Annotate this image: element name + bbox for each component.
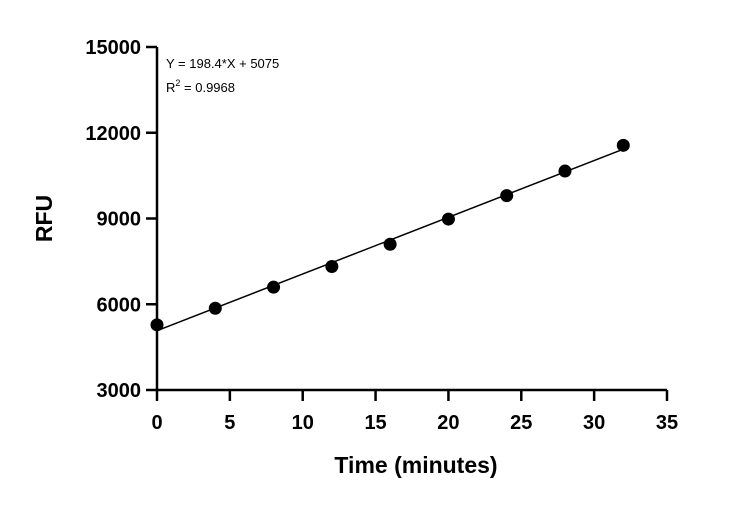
x-tick-label: 10: [292, 412, 314, 434]
y-tick-label: 15000: [85, 37, 141, 59]
y-axis-title: RFU: [31, 195, 57, 242]
x-tick-label: 0: [151, 412, 162, 434]
r-squared-prefix: R: [166, 80, 175, 95]
data-point: [383, 237, 397, 251]
data-point: [325, 260, 339, 274]
r-squared-annotation: R2 = 0.9968: [166, 78, 235, 95]
x-tick-label: 25: [510, 412, 532, 434]
x-axis-title: Time (minutes): [334, 452, 497, 478]
data-points: [150, 138, 630, 332]
data-point: [616, 138, 630, 152]
data-point: [500, 189, 514, 203]
x-tick-label: 15: [364, 412, 386, 434]
x-axis-ticks: 0 5 10 15 20 25 30 35: [151, 390, 678, 434]
r-squared-superscript: 2: [175, 78, 180, 88]
data-point: [150, 318, 164, 332]
data-point: [558, 164, 572, 178]
y-tick-label: 3000: [97, 380, 142, 402]
y-axis-ticks: 3000 6000 9000 12000 15000: [85, 37, 157, 402]
y-tick-label: 12000: [85, 123, 141, 145]
data-point: [267, 280, 281, 294]
y-tick-label: 9000: [97, 209, 142, 231]
data-point: [441, 212, 455, 226]
x-tick-label: 5: [224, 412, 235, 434]
equation-annotation: Y = 198.4*X + 5075: [166, 56, 279, 71]
x-tick-label: 20: [437, 412, 459, 434]
y-tick-label: 6000: [97, 294, 142, 316]
r-squared-value: = 0.9968: [180, 80, 235, 95]
x-tick-label: 35: [656, 412, 678, 434]
data-point: [208, 301, 222, 315]
x-tick-label: 30: [583, 412, 605, 434]
